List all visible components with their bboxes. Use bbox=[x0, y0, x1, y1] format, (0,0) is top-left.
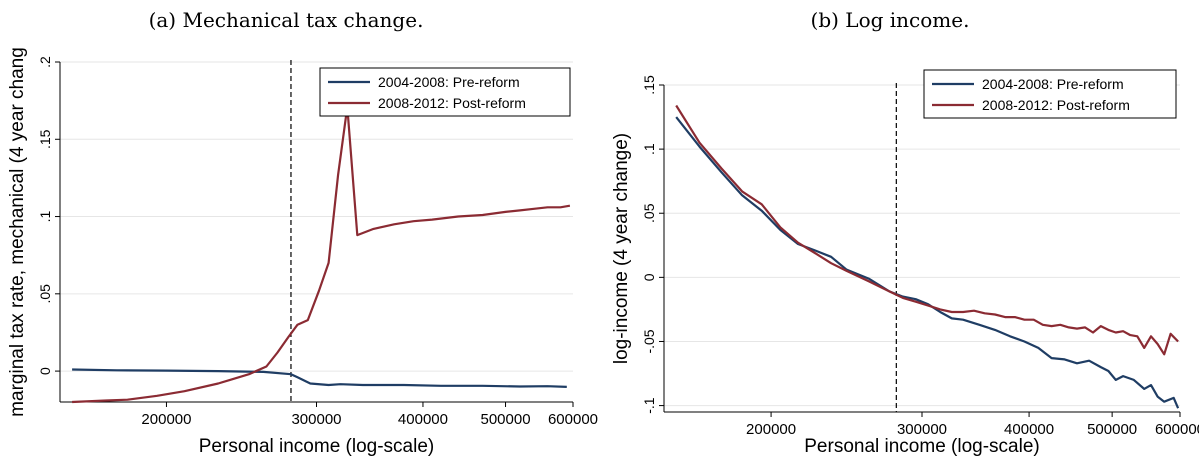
chart-panel-a: 0 .05 .1 .15 .2 200000 300000 400000 500000 60000… bbox=[7, 47, 598, 457]
y-tick-label: .15 bbox=[37, 129, 53, 149]
legend: 2004-2008: Pre-reform 2008-2012: Post-ref… bbox=[923, 69, 1177, 119]
y-tick-label: .2 bbox=[37, 56, 53, 68]
legend-box bbox=[923, 69, 1177, 119]
series-line-pre bbox=[675, 116, 1180, 409]
series-line-pre bbox=[72, 368, 567, 388]
y-tick-label: 0 bbox=[641, 273, 657, 281]
y-tick-label: -.1 bbox=[641, 397, 657, 414]
legend-box bbox=[319, 67, 571, 117]
y-tick-label: .1 bbox=[37, 210, 53, 222]
legend-label: 2008-2012: Post-reform bbox=[378, 95, 526, 111]
legend-label: 2004-2008: Pre-reform bbox=[378, 74, 520, 90]
x-tick-label: 500000 bbox=[481, 411, 531, 428]
x-tick-label: 400000 bbox=[1004, 421, 1054, 438]
y-tick-label: -.05 bbox=[641, 329, 657, 353]
x-tick-label: 300000 bbox=[897, 421, 947, 438]
legend-label: 2008-2012: Post-reform bbox=[982, 97, 1130, 113]
y-tick-label: .15 bbox=[641, 75, 657, 95]
x-axis-title: Personal income (log-scale) bbox=[804, 436, 1040, 457]
legend: 2004-2008: Pre-reform 2008-2012: Post-ref… bbox=[319, 67, 571, 117]
y-axis-title: log-income (4 year change) bbox=[611, 133, 632, 364]
x-tick-label: 600000 bbox=[1155, 421, 1199, 438]
x-axis-title: Personal income (log-scale) bbox=[199, 436, 435, 457]
x-tick-label: 200000 bbox=[141, 411, 191, 428]
legend-label: 2004-2008: Pre-reform bbox=[982, 76, 1124, 92]
x-tick-label: 500000 bbox=[1087, 421, 1137, 438]
series-line-post bbox=[675, 104, 1179, 356]
panel-b-caption: (b) Log income. bbox=[810, 8, 970, 32]
x-tick-label: 400000 bbox=[398, 411, 448, 428]
y-tick-label: 0 bbox=[37, 367, 53, 375]
x-tick-label: 600000 bbox=[548, 411, 598, 428]
y-axis-title: marginal tax rate, mechanical (4 year ch… bbox=[7, 47, 28, 417]
series-line-post bbox=[72, 105, 571, 404]
y-tick-label: .05 bbox=[37, 284, 53, 304]
y-tick-label: .05 bbox=[641, 203, 657, 223]
chart-panel-b: -.1 -.05 0 .05 .1 .15 200000 300000 400000 500000… bbox=[611, 69, 1199, 457]
x-tick-label: 200000 bbox=[746, 421, 796, 438]
x-tick-label: 300000 bbox=[291, 411, 341, 428]
y-tick-label: .1 bbox=[641, 143, 657, 155]
panel-a-caption: (a) Mechanical tax change. bbox=[148, 8, 424, 32]
